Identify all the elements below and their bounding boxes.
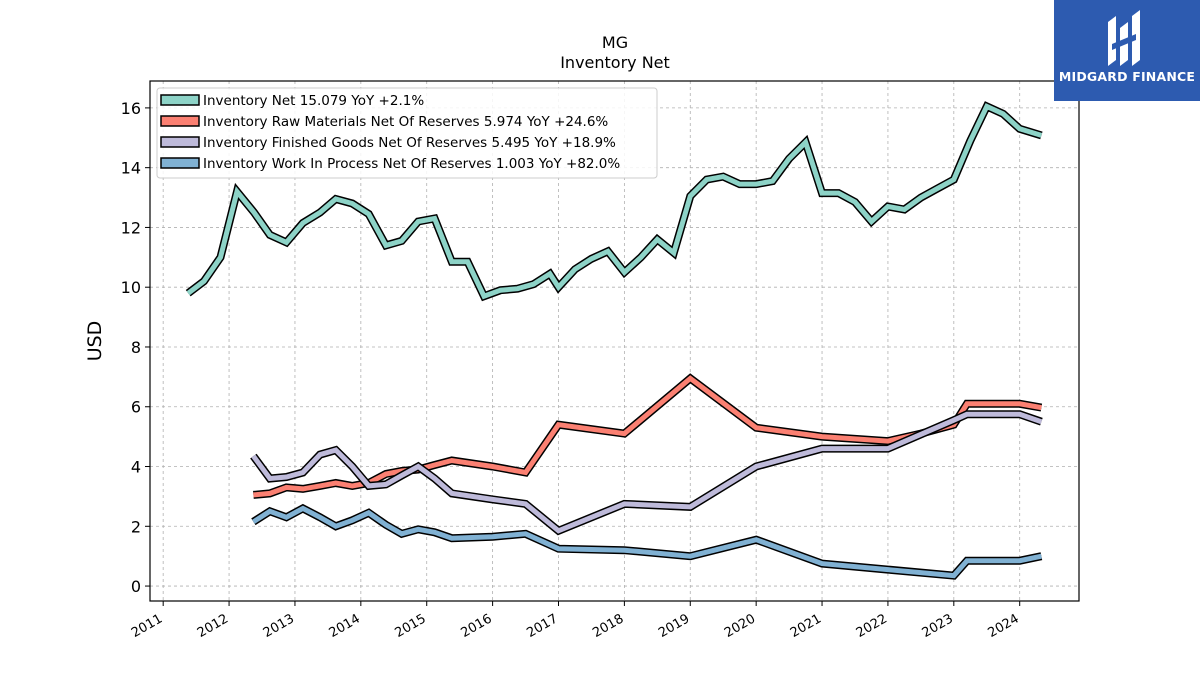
legend-label: Inventory Raw Materials Net Of Reserves … — [203, 114, 608, 130]
x-tick-label: 2013 — [261, 611, 297, 641]
x-tick-label: 2023 — [920, 611, 956, 641]
series-stroke — [252, 505, 1042, 579]
y-tick-label: 16 — [121, 99, 141, 118]
logo-brand-name: MIDGARD FINANCE — [1058, 69, 1196, 84]
x-tick-label: 2014 — [327, 611, 363, 641]
series-line-3 — [250, 410, 1043, 536]
series-stroke — [186, 103, 1043, 300]
y-axis-label: USD — [84, 321, 106, 362]
legend-item-3: Inventory Finished Goods Net Of Reserves… — [160, 135, 616, 151]
x-tick-label: 2022 — [854, 611, 890, 641]
y-tick-label: 12 — [121, 218, 141, 237]
logo-mark-icon — [1108, 10, 1140, 66]
legend-label: Inventory Work In Process Net Of Reserve… — [203, 156, 620, 172]
x-tick-label: 2017 — [524, 611, 560, 641]
ticks: 0 2 4 6 8 10 12 14 16 2011 2012 2013 2014 2015 2016 201… — [121, 99, 1022, 641]
legend-item-1: Inventory Net 15.079 YoY +2.1% — [160, 93, 424, 109]
y-tick-label: 14 — [121, 159, 141, 178]
y-tick-label: 6 — [131, 398, 141, 417]
x-tick-label: 2018 — [590, 611, 626, 641]
brand-logo: MIDGARD FINANCE — [1054, 0, 1200, 101]
y-tick-label: 10 — [121, 278, 141, 297]
x-tick-label: 2020 — [722, 611, 758, 641]
series-outline — [251, 503, 1043, 580]
x-tick-label: 2012 — [195, 611, 231, 641]
plot-frame — [149, 80, 1080, 602]
legend-item-2: Inventory Raw Materials Net Of Reserves … — [160, 114, 608, 130]
series-layer — [185, 101, 1043, 580]
x-tick-label: 2011 — [129, 611, 165, 641]
x-tick-label: 2024 — [986, 611, 1022, 641]
legend-label: Inventory Finished Goods Net Of Reserves… — [203, 135, 616, 151]
y-tick-label: 4 — [131, 458, 141, 477]
legend-swatch — [160, 115, 200, 127]
legend: Inventory Net 15.079 YoY +2.1% Inventory … — [156, 87, 658, 179]
x-tick-label: 2015 — [393, 611, 429, 641]
legend-label: Inventory Net 15.079 YoY +2.1% — [203, 93, 424, 109]
series-line-4 — [251, 503, 1043, 580]
y-tick-label: 0 — [131, 577, 141, 596]
legend-swatch — [160, 157, 200, 169]
chart-title: MG — [602, 33, 628, 52]
y-tick-label: 2 — [131, 517, 141, 536]
x-tick-label: 2016 — [458, 611, 494, 641]
legend-box — [156, 87, 658, 179]
series-stroke — [251, 411, 1043, 534]
chart-subtitle: Inventory Net — [560, 53, 670, 72]
series-line-1 — [185, 101, 1043, 302]
legend-swatch — [160, 136, 200, 148]
x-tick-label: 2021 — [788, 611, 824, 641]
x-tick-label: 2019 — [656, 611, 692, 641]
y-tick-label: 8 — [131, 338, 141, 357]
legend-item-4: Inventory Work In Process Net Of Reserve… — [160, 156, 620, 172]
legend-swatch — [160, 94, 200, 106]
